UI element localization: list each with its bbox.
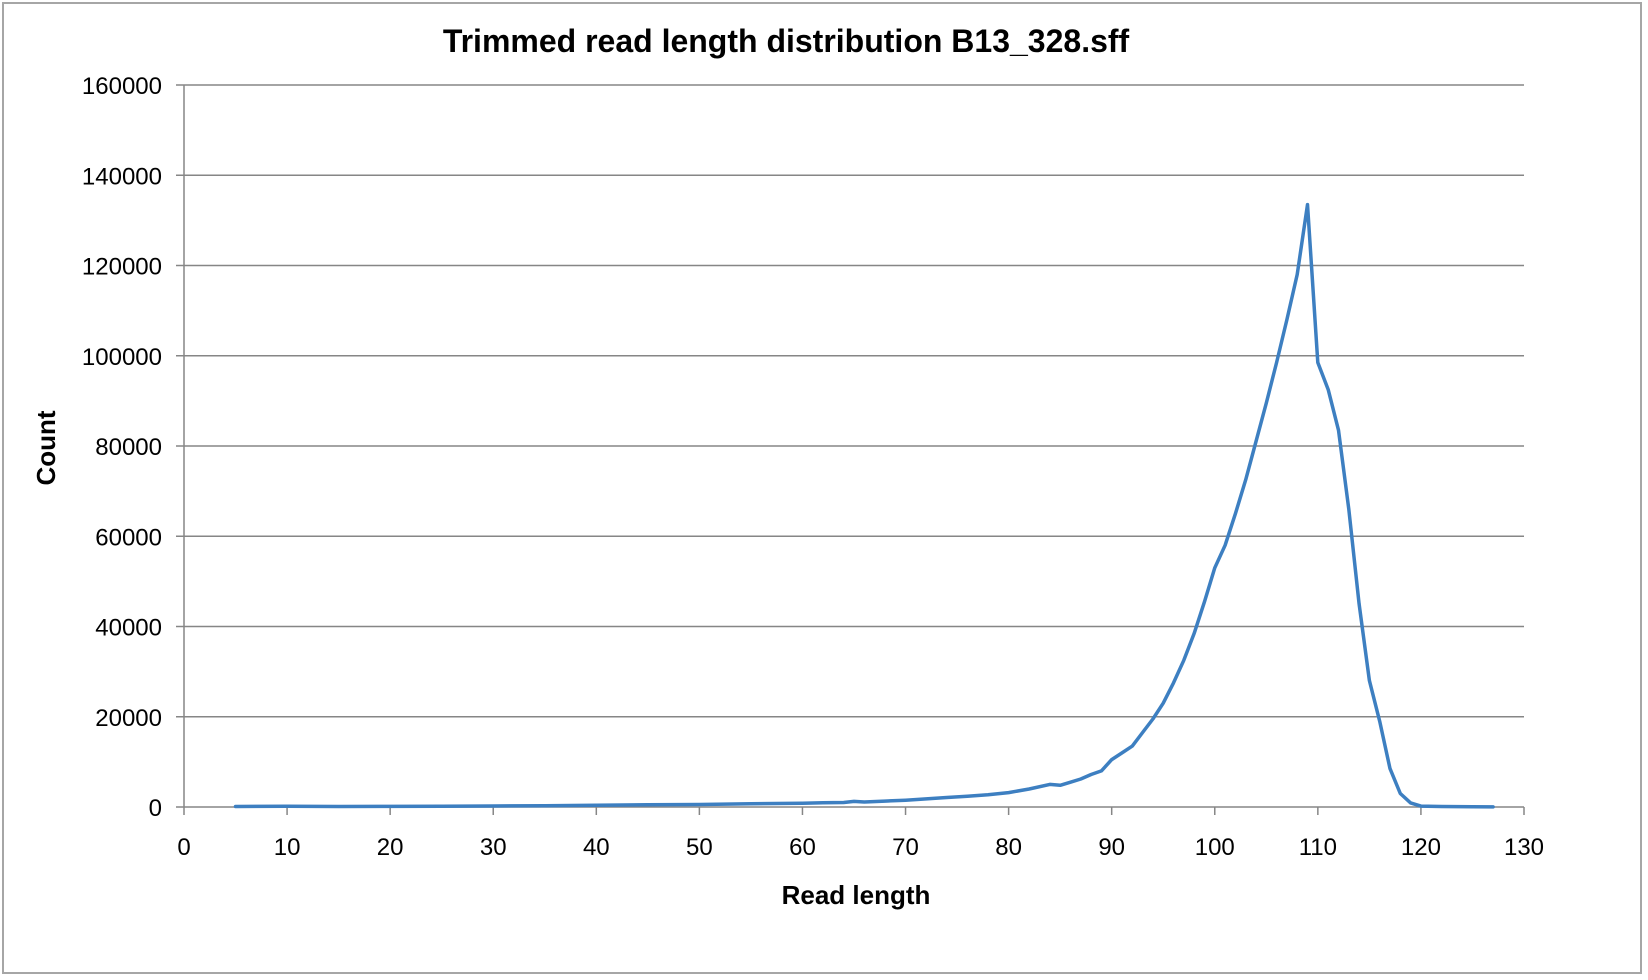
data-point xyxy=(1183,660,1185,662)
y-tick-label: 60000 xyxy=(95,524,162,551)
x-tick-label: 40 xyxy=(583,834,610,861)
data-point xyxy=(1132,745,1134,747)
chart-title: Trimmed read length distribution B13_328… xyxy=(443,23,1130,59)
data-point xyxy=(822,802,824,804)
data-point xyxy=(1492,806,1494,808)
data-point xyxy=(441,805,443,807)
data-point xyxy=(1214,567,1216,569)
data-point xyxy=(1379,721,1381,723)
y-tick-label: 80000 xyxy=(95,434,162,461)
data-point xyxy=(925,798,927,800)
x-tick-label: 70 xyxy=(892,834,919,861)
data-point xyxy=(544,805,546,807)
data-point xyxy=(596,805,598,807)
data-point xyxy=(1410,802,1412,804)
data-point xyxy=(1059,785,1061,787)
data-point xyxy=(1235,513,1237,515)
data-point xyxy=(1193,633,1195,635)
x-tick-label: 0 xyxy=(177,834,190,861)
data-point xyxy=(1121,752,1123,754)
x-tick-label: 30 xyxy=(480,834,507,861)
data-point xyxy=(1266,402,1268,404)
data-point xyxy=(1142,732,1144,734)
data-point xyxy=(967,795,969,797)
data-point xyxy=(1389,768,1391,770)
y-tick-label: 20000 xyxy=(95,705,162,732)
data-point xyxy=(1307,204,1309,206)
data-point xyxy=(1369,680,1371,682)
data-point xyxy=(843,802,845,804)
data-point xyxy=(1008,792,1010,794)
gridlines xyxy=(184,84,1524,718)
x-tick-label: 20 xyxy=(377,834,404,861)
y-tick-label: 100000 xyxy=(82,344,162,371)
x-tick-label: 90 xyxy=(1098,834,1125,861)
data-point xyxy=(1152,718,1154,720)
x-tick-label: 60 xyxy=(789,834,816,861)
data-point xyxy=(1472,806,1474,808)
data-point xyxy=(1111,759,1113,761)
line-chart: Trimmed read length distribution B13_328… xyxy=(31,23,1544,910)
data-point xyxy=(1327,389,1329,391)
y-tick-label: 0 xyxy=(149,795,162,822)
y-tick-label: 40000 xyxy=(95,615,162,642)
data-point xyxy=(750,803,752,805)
data-point xyxy=(987,794,989,796)
x-tick-labels: 0 10 20 30 40 50 60 70 80 90 100 110 120 130 xyxy=(177,834,1544,861)
data-point xyxy=(1162,702,1164,704)
data-point xyxy=(1420,805,1422,807)
data-point xyxy=(699,804,701,806)
series-line-0 xyxy=(233,202,1495,809)
data-point xyxy=(1028,788,1030,790)
data-point xyxy=(1101,770,1103,772)
data-point xyxy=(946,797,948,799)
data-point xyxy=(492,805,494,807)
data-point xyxy=(1317,362,1319,364)
data-point xyxy=(1400,793,1402,795)
data-point xyxy=(389,806,391,808)
data-point xyxy=(1348,508,1350,510)
y-tick-labels: 0 20000 40000 60000 80000 100000 120000 140000 1… xyxy=(82,73,162,822)
y-tick-label: 120000 xyxy=(82,254,162,281)
data-point xyxy=(1224,545,1226,547)
data-point xyxy=(1338,429,1340,431)
y-tick-label: 140000 xyxy=(82,163,162,190)
x-tick-label: 50 xyxy=(686,834,713,861)
x-tick-label: 130 xyxy=(1504,834,1544,861)
data-point xyxy=(884,800,886,802)
data-point xyxy=(802,802,804,804)
data-point xyxy=(1441,806,1443,808)
y-axis-label: Count xyxy=(31,410,61,485)
data-point xyxy=(1245,479,1247,481)
data-point xyxy=(338,806,340,808)
data-point xyxy=(1296,274,1298,276)
y-tick-label: 160000 xyxy=(82,73,162,100)
data-point xyxy=(1080,778,1082,780)
data-point xyxy=(235,806,237,808)
data-point xyxy=(647,804,649,806)
data-point xyxy=(1255,441,1257,443)
data-point xyxy=(1286,319,1288,321)
x-tick-label: 100 xyxy=(1195,834,1235,861)
data-point xyxy=(1049,784,1051,786)
data-point xyxy=(1276,362,1278,364)
x-tick-label: 80 xyxy=(995,834,1022,861)
data-point xyxy=(1173,682,1175,684)
x-tick-label: 10 xyxy=(274,834,301,861)
x-tick-label: 110 xyxy=(1299,834,1337,861)
data-point xyxy=(1204,601,1206,603)
x-tick-label: 120 xyxy=(1401,834,1441,861)
axes xyxy=(176,84,1525,815)
data-point xyxy=(286,806,288,808)
data-point xyxy=(1090,774,1092,776)
data-point xyxy=(1358,603,1360,605)
data-point xyxy=(1070,781,1072,783)
data-point xyxy=(905,799,907,801)
x-axis-label: Read length xyxy=(782,880,931,910)
data-point xyxy=(853,801,855,803)
series-layer xyxy=(233,202,1495,809)
data-point xyxy=(864,801,866,803)
